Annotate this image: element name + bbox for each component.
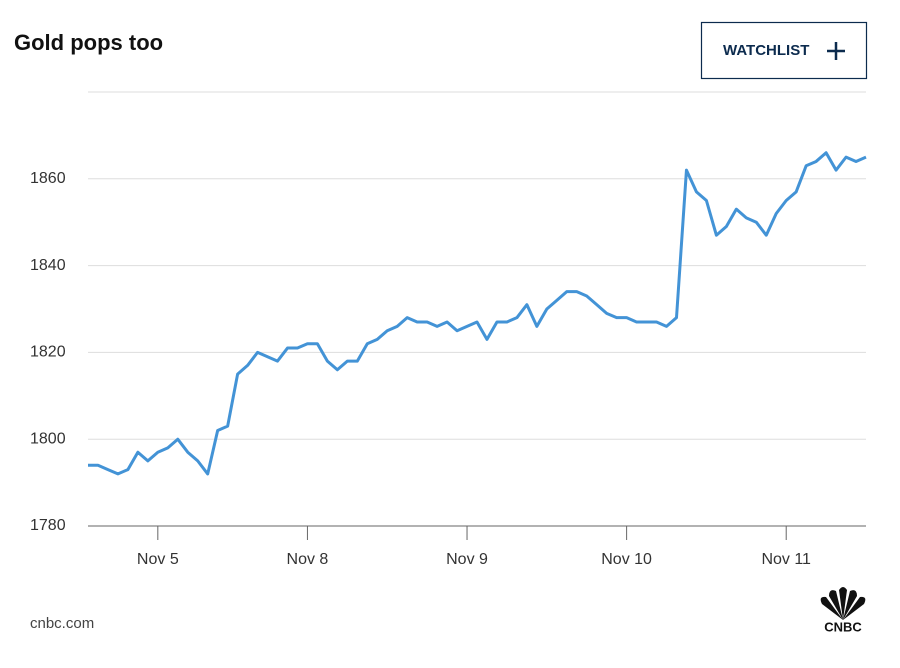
x-tick-label: Nov 11	[761, 551, 811, 568]
y-tick-label: 1840	[30, 257, 66, 274]
y-tick-label: 1800	[30, 430, 66, 447]
y-tick-label: 1780	[30, 517, 66, 534]
x-tick-label: Nov 9	[446, 551, 488, 568]
source: cnbc.com	[30, 615, 94, 632]
logo-text: CNBC	[824, 619, 862, 634]
button-label[interactable]: WATCHLIST	[723, 42, 809, 59]
y-tick-label: 1820	[30, 344, 66, 361]
chart-title: Gold pops too	[14, 30, 163, 55]
x-tick-label: Nov 5	[137, 551, 179, 568]
watchlist-button[interactable]: WATCHLIST	[700, 21, 868, 80]
y-tick-label: 1860	[30, 170, 66, 187]
x-tick-label: Nov 10	[601, 551, 652, 568]
peacock	[820, 587, 866, 620]
plus-icon[interactable]	[827, 42, 845, 60]
price-line	[88, 151, 867, 476]
cnbc-logo: CNBC	[820, 587, 866, 634]
x-tick-label: Nov 8	[287, 551, 329, 568]
